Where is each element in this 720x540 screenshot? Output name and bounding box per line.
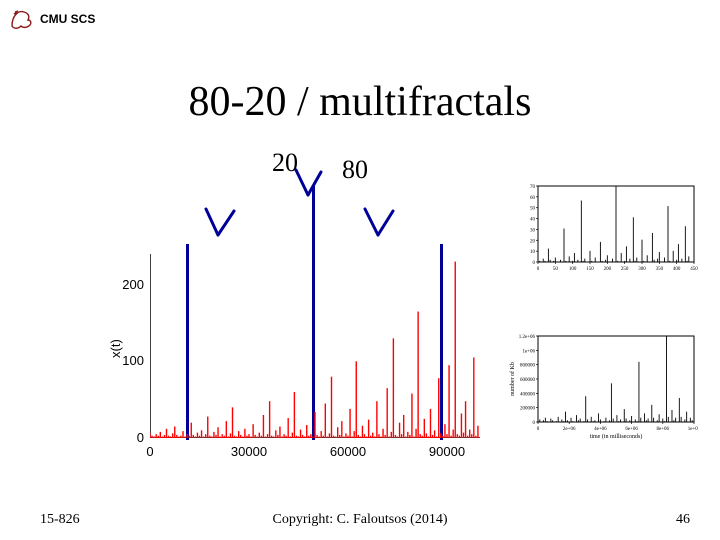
main-chart-ylabel: x(t) xyxy=(108,339,123,358)
svg-text:2e+06: 2e+06 xyxy=(563,427,576,432)
thumbnail-chart-top: 0 10 20 30 40 50 60 70 0 50 100 150 200 250 300 350 400 4… xyxy=(508,180,698,280)
xtick-label: 90000 xyxy=(422,444,472,459)
svg-text:number of Kb: number of Kb xyxy=(509,362,516,396)
svg-text:350: 350 xyxy=(656,267,664,272)
svg-text:10: 10 xyxy=(530,250,536,255)
svg-text:50: 50 xyxy=(530,207,536,212)
thumbnail-chart-bottom: 0 200000 400000 600000 800000 1e+06 1.2e+06 0 2e… xyxy=(508,330,698,440)
ytick-label: 0 xyxy=(114,430,144,445)
svg-text:40: 40 xyxy=(530,218,536,223)
ytick-label: 200 xyxy=(114,277,144,292)
svg-text:8e+06: 8e+06 xyxy=(657,427,670,432)
svg-text:400: 400 xyxy=(673,267,681,272)
svg-text:70: 70 xyxy=(530,185,536,190)
svg-text:6e+06: 6e+06 xyxy=(625,427,638,432)
svg-text:0: 0 xyxy=(533,421,536,426)
svg-text:time (in milliseconds): time (in milliseconds) xyxy=(590,433,643,440)
svg-text:450: 450 xyxy=(690,267,698,272)
footer-pagenum: 46 xyxy=(676,512,690,528)
svg-text:20: 20 xyxy=(530,239,536,244)
svg-text:0: 0 xyxy=(537,267,540,272)
svg-text:200000: 200000 xyxy=(520,407,536,412)
xtick-label: 60000 xyxy=(323,444,373,459)
svg-text:0: 0 xyxy=(533,261,536,266)
svg-text:200: 200 xyxy=(604,267,612,272)
svg-text:150: 150 xyxy=(586,267,594,272)
svg-text:800000: 800000 xyxy=(520,364,536,369)
footer-copyright: Copyright: C. Faloutsos (2014) xyxy=(0,512,720,528)
xtick-label: 0 xyxy=(125,444,175,459)
main-chart xyxy=(150,254,480,438)
xtick-label: 30000 xyxy=(224,444,274,459)
svg-text:600000: 600000 xyxy=(520,378,536,383)
svg-text:50: 50 xyxy=(553,267,559,272)
svg-text:100: 100 xyxy=(569,267,577,272)
svg-text:300: 300 xyxy=(638,267,646,272)
svg-text:1.2e+06: 1.2e+06 xyxy=(519,335,536,340)
svg-text:60: 60 xyxy=(530,196,536,201)
svg-text:400000: 400000 xyxy=(520,392,536,397)
svg-text:1e+06: 1e+06 xyxy=(522,349,535,354)
svg-text:1e+07: 1e+07 xyxy=(688,427,698,432)
svg-text:30: 30 xyxy=(530,228,536,233)
svg-text:250: 250 xyxy=(621,267,629,272)
svg-text:0: 0 xyxy=(537,427,540,432)
svg-text:4e+06: 4e+06 xyxy=(594,427,607,432)
